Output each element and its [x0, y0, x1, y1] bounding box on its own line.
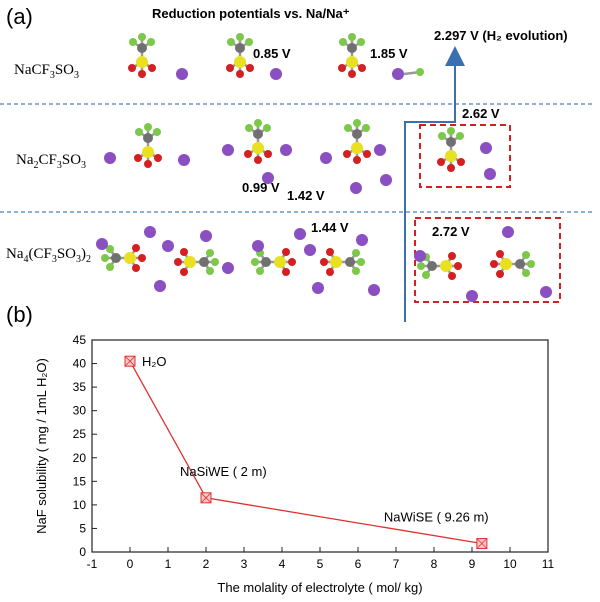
potential-label: 1.85 V	[370, 46, 408, 61]
sodium-atom	[304, 244, 316, 256]
sodium-atom	[154, 280, 166, 292]
panel-a: (a) Reduction potentials vs. Na/Na⁺ NaCF…	[0, 4, 592, 322]
sodium-atom	[252, 240, 264, 252]
row-label-nacf3so3: NaCF3SO3	[14, 62, 79, 81]
x-tick-label: 10	[503, 557, 517, 571]
triflate-molecule	[134, 123, 162, 168]
sodium-atom	[350, 182, 362, 194]
h2-evolution-label: 2.297 V (H₂ evolution)	[434, 28, 568, 43]
y-tick-label: 40	[73, 357, 87, 371]
triflate-molecule	[128, 33, 156, 78]
y-tick-label: 45	[73, 333, 87, 347]
solubility-series: H₂O NaSiWE ( 2 m) NaWiSE ( 9.26 m)	[124, 354, 489, 550]
y-tick-label: 20	[73, 451, 87, 465]
sodium-atom	[294, 228, 306, 240]
triflate-molecule	[417, 252, 462, 280]
y-tick-label: 30	[73, 404, 87, 418]
sodium-atom	[262, 172, 274, 184]
x-tick-label: 9	[469, 557, 476, 571]
row-label-na4cf3so32: Na4(CF3SO3)2	[6, 246, 91, 265]
sodium-atom	[374, 144, 386, 156]
point-label: NaWiSE ( 9.26 m)	[384, 510, 489, 525]
triflate-molecule	[244, 119, 272, 164]
potential-label: 1.42 V	[287, 188, 325, 203]
panel-b-label: (b)	[6, 302, 33, 327]
sodium-atom	[414, 250, 426, 262]
sodium-atom	[466, 290, 478, 302]
x-tick-label: -1	[87, 557, 98, 571]
triflate-molecule	[320, 248, 365, 276]
triflate-molecule	[226, 33, 254, 78]
row-label-na2cf3so3: Na2CF3SO3	[16, 152, 86, 171]
y-axis-label: NaF solubility ( mg / 1mL H₂O)	[34, 358, 49, 534]
x-tick-label: 1	[165, 557, 172, 571]
triflate-molecule	[343, 119, 371, 164]
sodium-atom	[484, 168, 496, 180]
x-tick-label: 6	[355, 557, 362, 571]
sodium-atom	[312, 282, 324, 294]
triflate-molecule	[338, 33, 366, 78]
potential-label: 2.62 V	[462, 106, 500, 121]
y-tick-label: 0	[79, 545, 86, 559]
x-tick-label: 8	[431, 557, 438, 571]
sodium-atom	[270, 68, 282, 80]
sodium-atom	[104, 152, 116, 164]
potential-label: 1.44 V	[311, 220, 349, 235]
y-tick-label: 15	[73, 474, 87, 488]
sodium-atom	[356, 234, 368, 246]
y-tick-label: 10	[73, 498, 87, 512]
triflate-molecule	[490, 250, 535, 278]
highlight-box-na2	[419, 124, 511, 188]
sodium-atom	[162, 240, 174, 252]
x-tick-label: 7	[393, 557, 400, 571]
sodium-atom	[502, 226, 514, 238]
panel-a-title: Reduction potentials vs. Na/Na⁺	[152, 6, 350, 21]
sodium-atom	[392, 68, 404, 80]
sodium-atom	[178, 154, 190, 166]
sodium-atom	[540, 286, 552, 298]
potential-label: 2.72 V	[432, 224, 470, 239]
x-tick-label: 11	[542, 557, 555, 571]
x-tick-label: 0	[127, 557, 134, 571]
sodium-atom	[222, 144, 234, 156]
sodium-atom	[368, 284, 380, 296]
triflate-molecule	[437, 127, 465, 172]
y-tick-label: 25	[73, 427, 87, 441]
h2-evolution-arrow	[404, 46, 465, 322]
sodium-atom	[280, 144, 292, 156]
triflate-molecule	[174, 248, 219, 276]
sodium-atom	[96, 238, 108, 250]
triflate-molecule	[251, 248, 296, 276]
panel-a-label: (a)	[6, 4, 33, 29]
molecular-structures	[96, 33, 552, 302]
point-label: NaSiWE ( 2 m)	[180, 464, 267, 479]
potential-label: 0.85 V	[253, 46, 291, 61]
sodium-atom	[380, 174, 392, 186]
triflate-molecule	[101, 244, 146, 272]
sodium-atom	[480, 142, 492, 154]
sodium-atom	[222, 262, 234, 274]
sodium-atom	[144, 226, 156, 238]
x-tick-label: 5	[317, 557, 324, 571]
point-label: H₂O	[142, 354, 167, 369]
x-tick-label: 3	[241, 557, 248, 571]
x-tick-label: 2	[203, 557, 210, 571]
highlight-box-na4	[414, 217, 561, 303]
y-tick-label: 35	[73, 380, 87, 394]
x-tick-label: 4	[279, 557, 286, 571]
x-axis-label: The molality of electrolyte ( mol/ kg)	[217, 580, 422, 595]
sodium-atom	[176, 68, 188, 80]
sodium-atom	[200, 230, 212, 242]
y-tick-label: 5	[79, 521, 86, 535]
potential-label: 0.99 V	[242, 180, 280, 195]
sodium-atom	[320, 152, 332, 164]
